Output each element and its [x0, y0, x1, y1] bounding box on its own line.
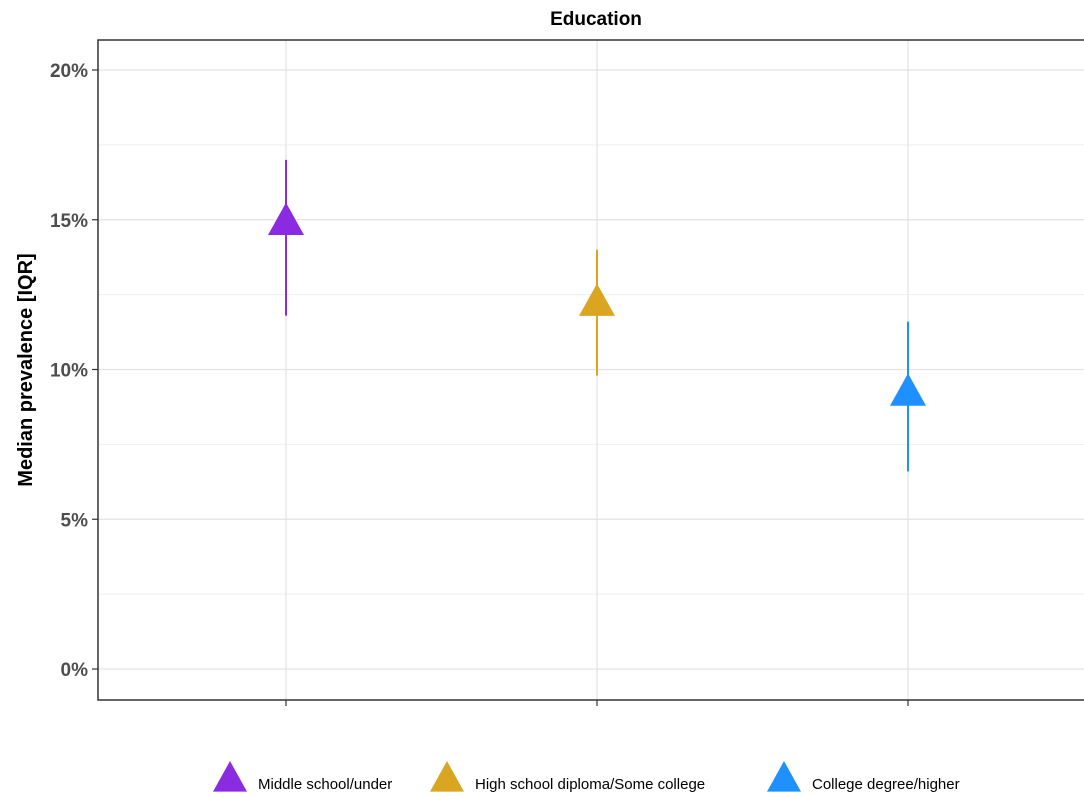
median-triangle-marker [268, 202, 304, 236]
legend-key-triangle [213, 761, 247, 792]
legend: Middle school/under High school diploma/S… [213, 761, 960, 793]
chart-title: Education [550, 9, 642, 30]
legend-label: Middle school/under [258, 776, 392, 793]
gridlines [98, 40, 1084, 700]
y-tick-label: 5% [61, 510, 89, 531]
y-tick-label: 0% [61, 660, 89, 681]
median-triangle-marker [890, 373, 926, 406]
y-axis-ticks: 0% 5% 10% 15% 20% [50, 61, 98, 681]
legend-key-triangle [430, 761, 464, 792]
legend-label: College degree/higher [812, 776, 960, 793]
legend-label: High school diploma/Some college [475, 776, 705, 793]
x-axis-ticks [285, 700, 909, 706]
y-tick-label: 15% [50, 211, 88, 232]
data-marks [268, 159, 926, 472]
legend-key-triangle [767, 761, 801, 792]
y-tick-label: 20% [50, 61, 88, 82]
median-triangle-marker [579, 283, 615, 316]
y-axis-label: Median prevalence [IQR] [15, 253, 37, 486]
y-tick-label: 10% [50, 361, 88, 382]
plot-border [97, 39, 1084, 701]
